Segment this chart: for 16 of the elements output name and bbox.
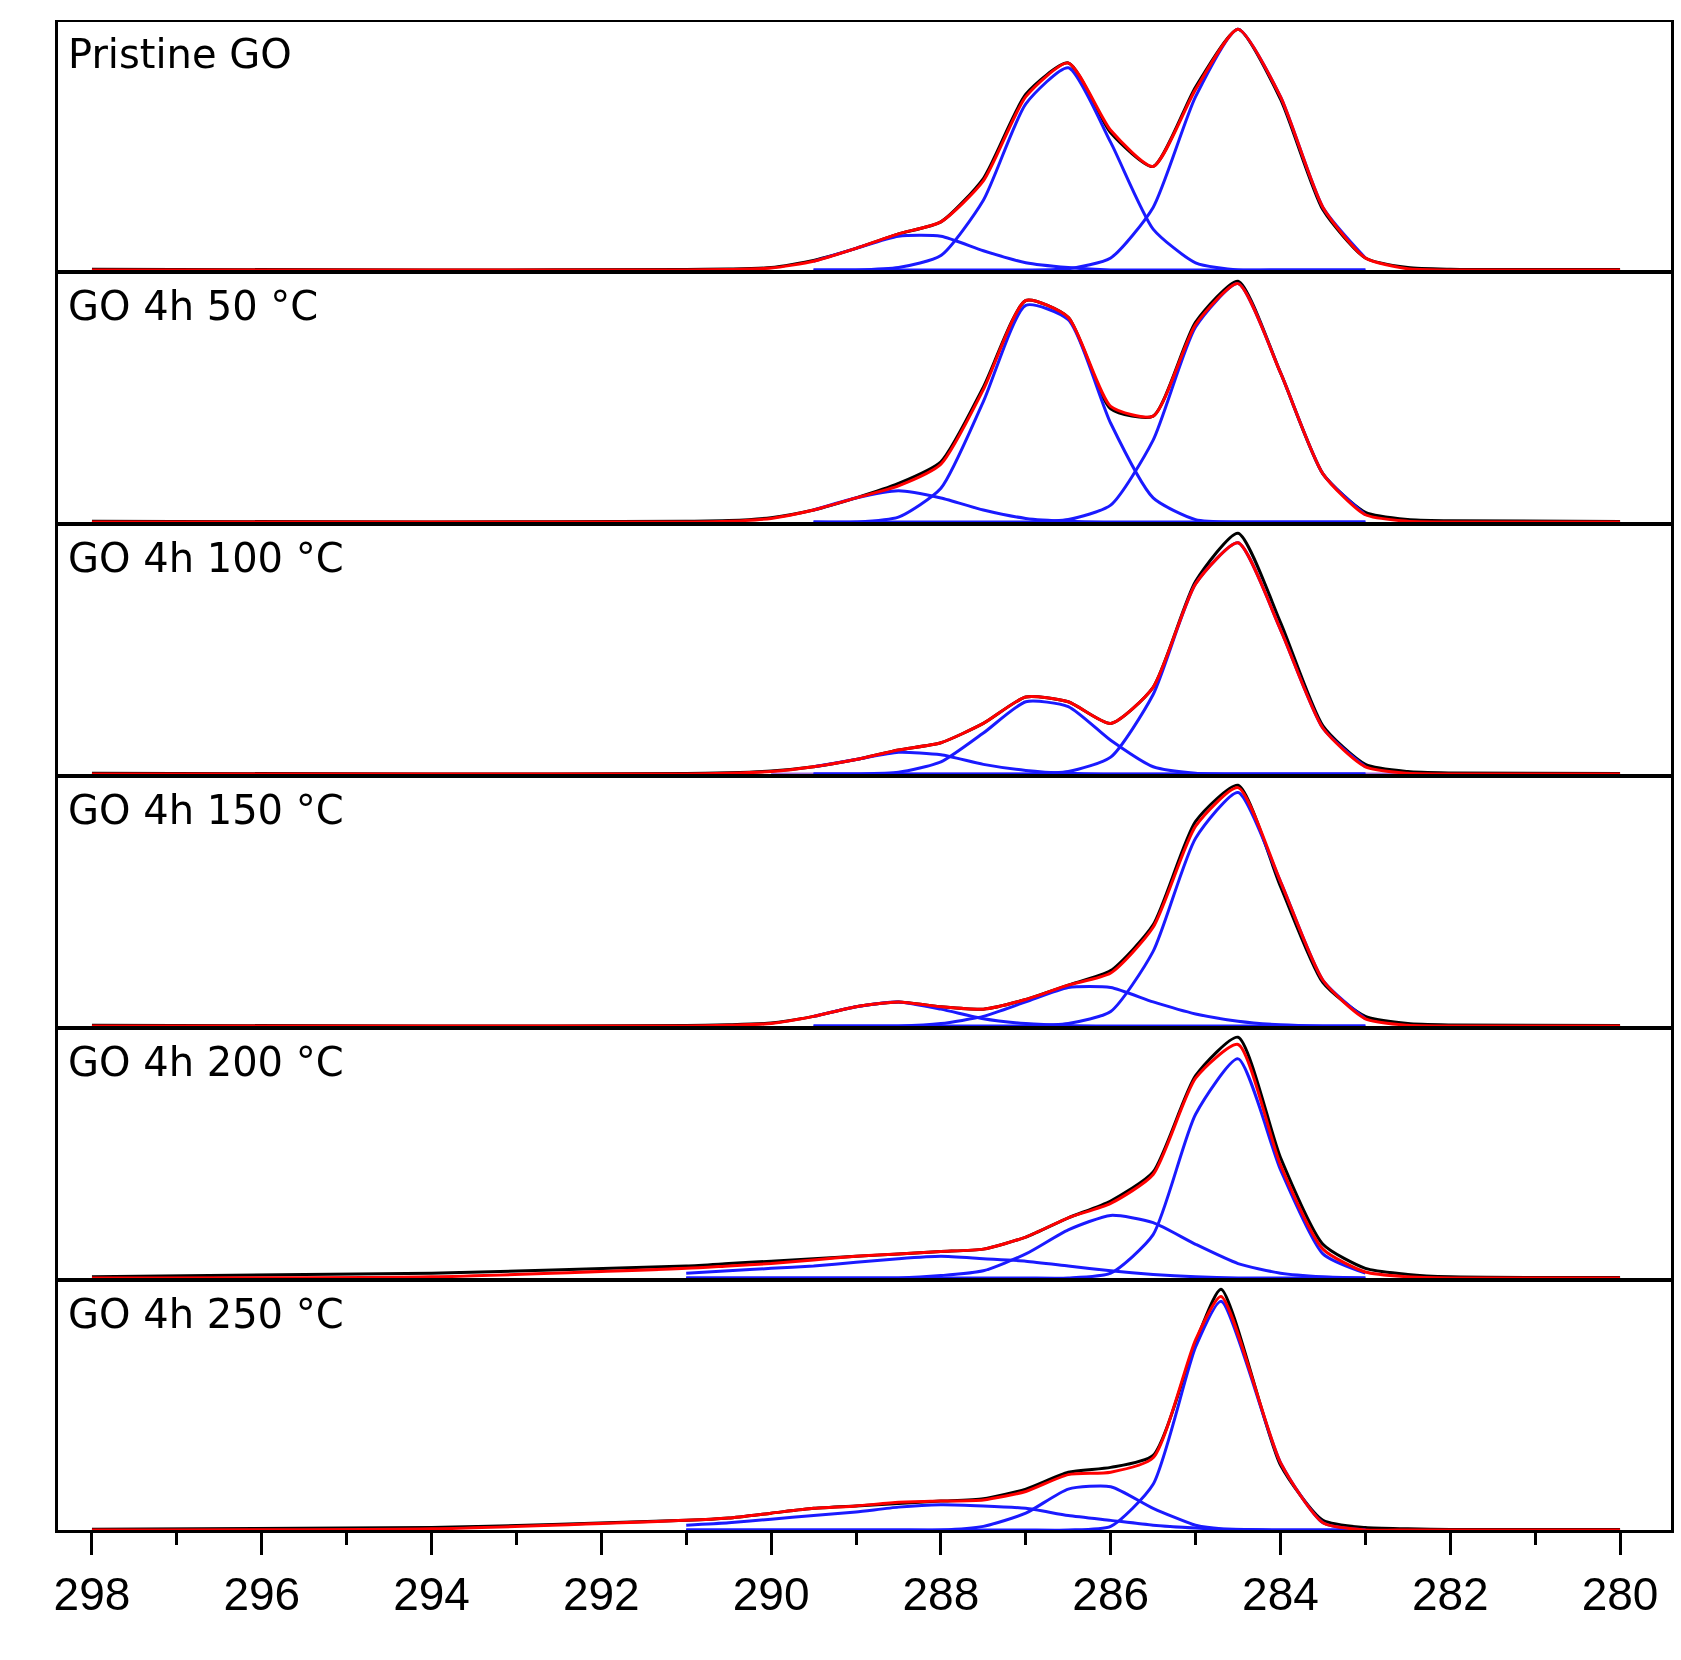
x-tick-label: 290 (732, 1568, 810, 1621)
chart-title: Pristine GO (68, 31, 292, 77)
chart-title: GO 4h 50 °C (68, 283, 319, 329)
chart-title: GO 4h 150 °C (68, 787, 344, 833)
x-tick-label: 292 (562, 1568, 640, 1621)
x-tick-label: 294 (393, 1568, 470, 1621)
chart-title: GO 4h 200 °C (68, 1039, 344, 1085)
x-tick-label: 280 (1581, 1568, 1659, 1621)
x-tick-label: 288 (902, 1568, 980, 1621)
x-tick-label: 286 (1072, 1568, 1150, 1621)
chart-title: GO 4h 100 °C (68, 535, 344, 581)
chart-title: GO 4h 250 °C (68, 1291, 344, 1337)
x-tick-label: 284 (1242, 1568, 1319, 1621)
x-tick-label: 296 (223, 1568, 301, 1621)
x-tick-label: 298 (53, 1568, 131, 1621)
x-tick-label: 282 (1411, 1568, 1489, 1621)
